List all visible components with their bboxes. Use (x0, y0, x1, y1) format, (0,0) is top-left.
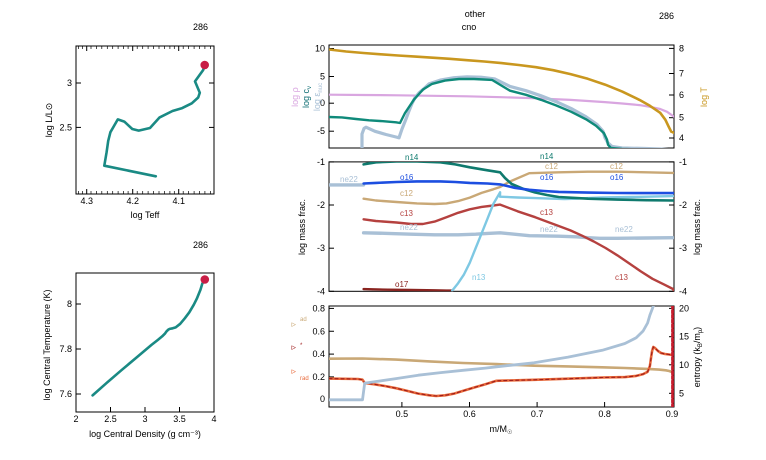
svg-text:5: 5 (320, 72, 325, 82)
svg-text:3: 3 (142, 414, 147, 424)
svg-text:15: 15 (679, 332, 689, 342)
svg-text:0.9: 0.9 (666, 409, 679, 419)
svg-text:log T: log T (699, 87, 709, 107)
svg-text:0.6: 0.6 (463, 409, 476, 419)
svg-text:ad: ad (300, 317, 307, 323)
svg-text:c12: c12 (400, 189, 413, 198)
svg-text:7.8: 7.8 (59, 344, 72, 354)
svg-text:ne22: ne22 (615, 225, 633, 234)
svg-text:4.3: 4.3 (80, 196, 93, 206)
svg-text:o16: o16 (400, 173, 414, 182)
svg-text:2.5: 2.5 (104, 414, 117, 424)
svg-text:5: 5 (679, 388, 684, 398)
svg-text:▹: ▹ (291, 366, 296, 376)
svg-text:286: 286 (193, 22, 208, 32)
svg-text:7: 7 (679, 69, 684, 79)
svg-text:4.1: 4.1 (172, 196, 185, 206)
svg-text:log mass frac.: log mass frac. (297, 199, 307, 255)
svg-text:20: 20 (679, 303, 689, 313)
svg-text:ne22: ne22 (540, 225, 558, 234)
svg-text:▹: ▹ (291, 319, 296, 329)
svg-text:log mass frac.: log mass frac. (692, 199, 702, 255)
svg-text:5: 5 (679, 113, 684, 123)
svg-text:n14: n14 (405, 153, 419, 162)
svg-text:0.5: 0.5 (396, 409, 409, 419)
svg-text:10: 10 (315, 44, 325, 54)
svg-text:286: 286 (659, 11, 674, 21)
svg-text:8: 8 (67, 299, 72, 309)
svg-text:o16: o16 (540, 173, 554, 182)
svg-text:0.7: 0.7 (531, 409, 544, 419)
svg-text:-1: -1 (317, 157, 325, 167)
svg-text:ne22: ne22 (340, 175, 358, 184)
svg-text:6: 6 (679, 90, 684, 100)
svg-text:c13: c13 (615, 273, 628, 282)
svg-text:3.5: 3.5 (173, 414, 186, 424)
svg-text:4.2: 4.2 (126, 196, 139, 206)
svg-text:-3: -3 (679, 243, 687, 253)
svg-text:4: 4 (679, 133, 684, 143)
svg-text:other: other (465, 9, 486, 19)
svg-text:-5: -5 (317, 126, 325, 136)
svg-text:2: 2 (73, 414, 78, 424)
svg-text:0.2: 0.2 (312, 372, 325, 382)
svg-text:n13: n13 (472, 273, 486, 282)
svg-text:10: 10 (679, 360, 689, 370)
svg-text:c12: c12 (610, 162, 623, 171)
svg-text:cno: cno (462, 22, 477, 32)
svg-text:-4: -4 (317, 286, 325, 296)
svg-text:rad: rad (300, 376, 309, 382)
svg-text:c13: c13 (540, 208, 553, 217)
svg-text:log Central Temperature (K): log Central Temperature (K) (42, 290, 52, 401)
svg-text:o17: o17 (395, 280, 409, 289)
svg-text:log Central Density (g cm⁻³): log Central Density (g cm⁻³) (89, 429, 201, 439)
svg-text:286: 286 (193, 240, 208, 250)
svg-text:0.8: 0.8 (598, 409, 611, 419)
svg-text:-1: -1 (679, 157, 687, 167)
svg-text:n14: n14 (540, 152, 554, 161)
svg-text:7.6: 7.6 (59, 389, 72, 399)
svg-text:4: 4 (211, 414, 216, 424)
svg-text:-4: -4 (679, 286, 687, 296)
svg-text:-3: -3 (317, 243, 325, 253)
svg-text:0.6: 0.6 (312, 326, 325, 336)
svg-text:-2: -2 (679, 200, 687, 210)
svg-text:0.4: 0.4 (312, 349, 325, 359)
svg-text:▹: ▹ (291, 342, 296, 352)
svg-text:o16: o16 (610, 173, 624, 182)
svg-text:2.5: 2.5 (59, 122, 72, 132)
svg-text:log ρ: log ρ (290, 87, 300, 107)
svg-text:c13: c13 (400, 209, 413, 218)
svg-text:-2: -2 (317, 200, 325, 210)
svg-text:ne22: ne22 (400, 223, 418, 232)
svg-text:8: 8 (679, 43, 684, 53)
svg-text:0.8: 0.8 (312, 303, 325, 313)
svg-text:log Teff: log Teff (131, 210, 160, 220)
svg-text:0: 0 (320, 394, 325, 404)
svg-text:c12: c12 (545, 162, 558, 171)
svg-text:3: 3 (67, 78, 72, 88)
svg-text:log L/L⊙: log L/L⊙ (44, 103, 54, 138)
